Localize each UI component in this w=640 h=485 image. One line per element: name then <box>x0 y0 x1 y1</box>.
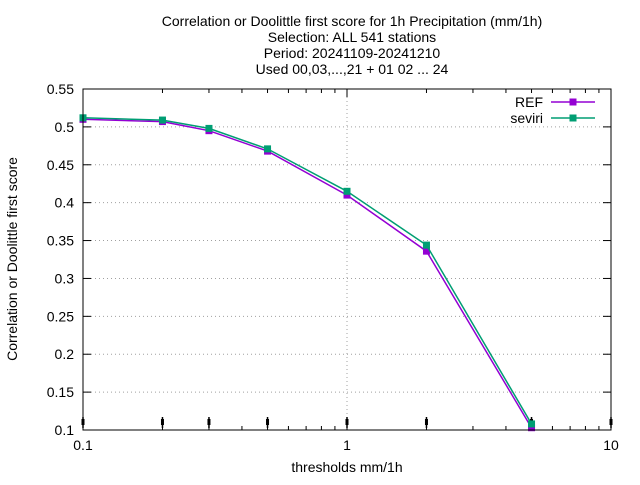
y-tick-label: 0.55 <box>47 81 74 97</box>
y-tick-label: 0.35 <box>47 233 74 249</box>
axis-ticks: 0.1 0.15 0.2 0.25 0.3 0.35 0.4 0.45 0.5 0.55 0.1 1 1… <box>47 81 619 453</box>
data-point-seviri <box>343 187 351 195</box>
series-lines <box>79 114 536 432</box>
data-point-seviri <box>264 145 272 153</box>
series-line-seviri <box>82 117 533 425</box>
y-tick-label: 0.4 <box>55 195 75 211</box>
title-line: Period: 20241109-20241210 <box>264 45 441 61</box>
series-line-REF <box>82 118 533 429</box>
x-tick-label: 10 <box>603 437 619 453</box>
threshold-marker-dot <box>345 419 349 425</box>
data-point-REF <box>528 424 536 432</box>
threshold-marker-dot <box>207 419 211 425</box>
legend-label: REF <box>515 94 543 110</box>
data-point-REF <box>343 191 351 199</box>
plot-frame <box>82 88 612 431</box>
chart-title: Correlation or Doolittle first score for… <box>162 13 542 77</box>
y-tick-label: 0.3 <box>55 270 75 286</box>
data-point-seviri <box>422 241 430 249</box>
title-line: Correlation or Doolittle first score for… <box>162 13 542 29</box>
data-point-REF <box>422 247 430 255</box>
y-tick-label: 0.45 <box>47 157 74 173</box>
legend-label: seviri <box>510 110 543 126</box>
data-point-seviri <box>158 116 166 124</box>
data-point-seviri <box>205 124 213 132</box>
y-tick-label: 0.2 <box>55 346 75 362</box>
y-tick-label: 0.1 <box>55 422 75 438</box>
title-line: Used 00,03,...,21 + 01 02 ... 24 <box>256 61 449 77</box>
legend-marker <box>569 98 577 106</box>
grid-lines <box>83 89 611 430</box>
y-tick-label: 0.15 <box>47 384 74 400</box>
threshold-marker-dot <box>424 419 428 425</box>
y-axis-label: Correlation or Doolittle first score <box>4 157 20 361</box>
data-point-seviri <box>528 420 536 428</box>
threshold-marker-dot <box>160 419 164 425</box>
legend-marker <box>569 114 577 122</box>
title-line: Selection: ALL 541 stations <box>268 29 436 45</box>
y-tick-label: 0.25 <box>47 308 74 324</box>
x-axis-label: thresholds mm/1h <box>291 459 402 475</box>
y-tick-label: 0.5 <box>55 119 75 135</box>
x-tick-label: 0.1 <box>73 437 93 453</box>
x-tick-label: 1 <box>343 437 351 453</box>
threshold-marker-dot <box>266 419 270 425</box>
